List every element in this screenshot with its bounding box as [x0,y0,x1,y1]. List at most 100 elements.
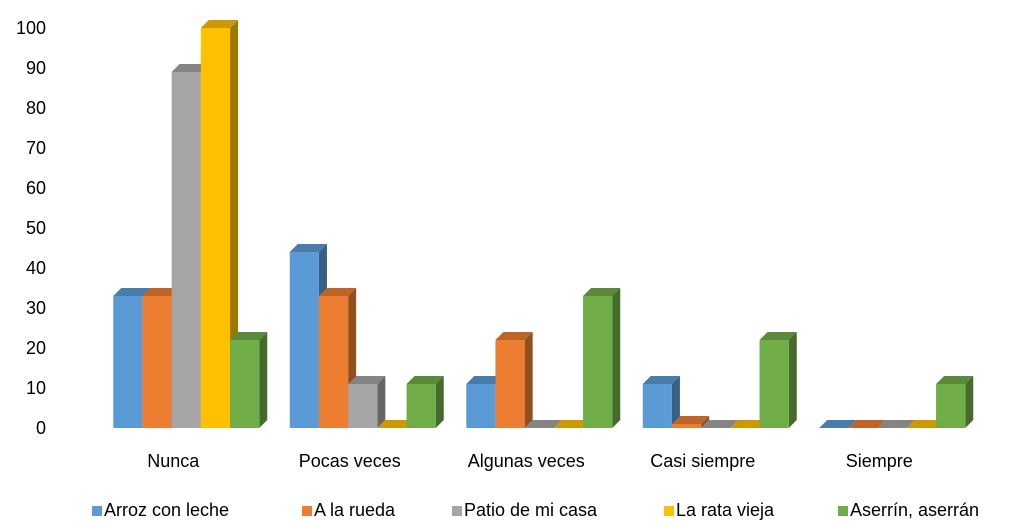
y-tick-label: 40 [26,258,46,278]
bar-top [406,376,444,384]
bar-side [259,332,268,428]
bar-top [906,420,945,428]
y-tick-label: 80 [26,98,46,118]
bar-top [289,244,327,252]
legend-label: A la rueda [314,500,396,520]
legend-swatch [664,506,674,516]
bar [406,376,444,428]
bar [730,420,768,428]
bar-front [759,340,789,428]
bar-front [642,384,672,428]
bar [877,420,915,428]
category-label: Siempre [846,451,913,471]
bar-front [318,296,349,428]
bar-front [583,296,613,428]
legend-label: Patio de mi casa [464,500,598,520]
bar [819,420,857,428]
bar-front [936,384,966,428]
y-tick-label: 20 [26,338,46,358]
bar-front [142,296,172,428]
bar-top [466,376,504,384]
bar-front [230,340,260,428]
bar-side [701,416,710,428]
y-tick-label: 50 [26,218,46,238]
bar-side [377,376,386,428]
bar-top [230,332,268,340]
bar-top [671,416,710,424]
category-label: Pocas veces [299,451,401,471]
legend-swatch [92,506,102,516]
category-label: Casi siempre [650,451,755,471]
bar-top [701,420,739,428]
bar-front [466,384,496,428]
bar-top [348,376,386,384]
bar-front [671,424,702,428]
legend: Arroz con leche A la rueda Patio de mi cas… [92,500,979,520]
legend-label: Arroz con leche [104,500,229,520]
y-tick-label: 90 [26,58,46,78]
category-label: Algunas veces [468,451,585,471]
bar-side [230,20,239,428]
bar-front [289,252,319,428]
bar [936,376,974,428]
bar-side [524,332,533,428]
bar-top [200,20,239,28]
bar [759,332,797,428]
y-tick-label: 60 [26,178,46,198]
bar [230,332,268,428]
bar-top [642,376,680,384]
bar [671,416,710,428]
bar-top [730,420,768,428]
legend-swatch [838,506,848,516]
bar [583,288,621,428]
bar [906,420,945,428]
bar [642,376,680,428]
bar [848,420,886,428]
bar-side [788,332,797,428]
bar [524,420,562,428]
bar-front [200,28,231,428]
legend-item: A la rueda [302,500,396,520]
legend-label: La rata vieja [676,500,775,520]
legend-label: Aserrín, aserrán [850,500,979,520]
bar [200,20,239,428]
legend-item: La rata vieja [664,500,775,520]
bar [553,420,592,428]
y-axis: 0 10 20 30 40 50 60 70 80 90 100 [16,18,46,438]
bar-top [113,288,151,296]
bar-top [819,420,857,428]
bars [113,20,974,428]
y-tick-label: 30 [26,298,46,318]
bar-top [936,376,974,384]
bar-side [435,376,444,428]
legend-swatch [452,506,462,516]
bar-top [495,332,533,340]
y-tick-label: 70 [26,138,46,158]
legend-swatch [302,506,312,516]
bar-side [612,288,621,428]
bar-front [406,384,436,428]
x-axis: Nunca Pocas veces Algunas veces Casi siempr… [147,451,913,471]
legend-item: Aserrín, aserrán [838,500,979,520]
bar [377,420,415,428]
bar-front [495,340,525,428]
legend-item: Patio de mi casa [452,500,598,520]
legend-item: Arroz con leche [92,500,229,520]
bar-top [171,64,209,72]
bar-top [318,288,357,296]
bar-top [848,420,886,428]
bar-side [671,376,680,428]
bar [495,332,533,428]
y-tick-label: 0 [36,418,46,438]
bar-front [113,296,143,428]
bar-front [348,384,378,428]
bar-top [524,420,562,428]
bar-top [377,420,415,428]
bar [701,420,739,428]
category-label: Nunca [147,451,200,471]
bar-top [583,288,621,296]
bar-top [877,420,915,428]
bar-front [171,72,201,428]
bar-top [553,420,592,428]
